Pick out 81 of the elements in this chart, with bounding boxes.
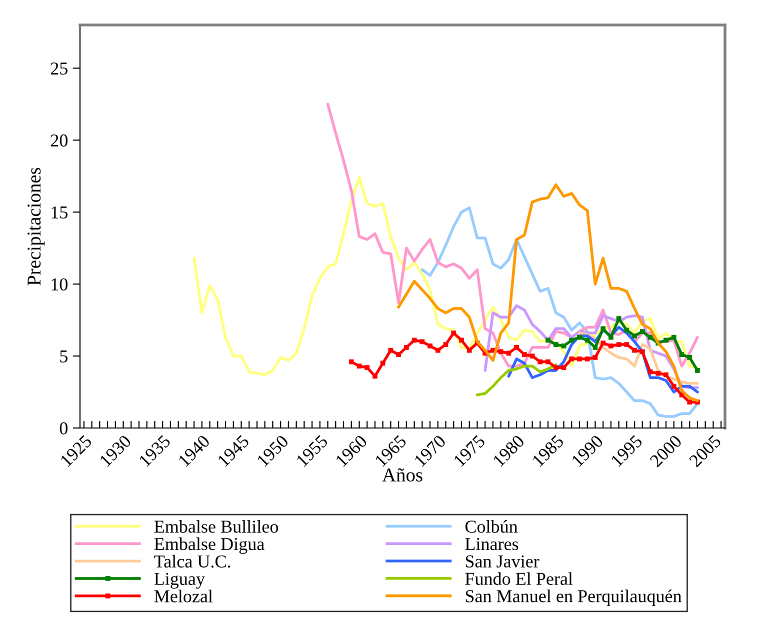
y-tick-label: 15 xyxy=(52,206,68,219)
point xyxy=(538,359,543,364)
legend-label: Liguay xyxy=(154,572,205,589)
point xyxy=(664,338,668,343)
point xyxy=(388,348,394,353)
point xyxy=(584,338,590,343)
point xyxy=(420,339,425,344)
point xyxy=(624,328,630,333)
point xyxy=(592,355,598,360)
point xyxy=(546,359,550,364)
y-tick-label: 5 xyxy=(60,350,68,362)
point xyxy=(679,352,684,358)
point xyxy=(561,365,566,370)
point xyxy=(608,344,614,348)
line-series xyxy=(420,206,699,418)
point xyxy=(435,348,440,353)
point xyxy=(459,338,464,343)
point xyxy=(577,334,582,340)
y-tick-label: 10 xyxy=(52,278,68,291)
point xyxy=(632,333,637,338)
point xyxy=(506,350,512,356)
point xyxy=(553,342,558,347)
legend-label: Embalse Digua xyxy=(154,537,264,554)
point xyxy=(632,348,637,353)
line-series xyxy=(326,102,699,368)
point xyxy=(600,340,606,346)
y-tick-label: 20 xyxy=(50,134,68,147)
x-axis-title: Años xyxy=(382,468,422,482)
point xyxy=(569,356,574,362)
point xyxy=(648,369,653,374)
point xyxy=(577,356,582,362)
line-series xyxy=(192,176,699,376)
point xyxy=(364,365,370,370)
point xyxy=(624,342,630,347)
point xyxy=(561,344,566,348)
point xyxy=(671,384,676,389)
point xyxy=(616,342,622,347)
point xyxy=(530,354,535,358)
point xyxy=(466,348,472,353)
point xyxy=(640,329,645,334)
legend-label: San Javier xyxy=(466,555,540,568)
point xyxy=(404,344,409,350)
y-tick-label: 0 xyxy=(60,422,68,434)
point xyxy=(679,392,684,398)
point xyxy=(648,334,653,340)
point xyxy=(569,338,574,343)
legend-label: San Manuel en Perquilauquén xyxy=(466,590,682,606)
legend-label: Melozal xyxy=(154,590,213,602)
point xyxy=(443,342,448,347)
y-tick-label: 25 xyxy=(50,62,68,75)
legend-label: Linares xyxy=(465,538,518,550)
point xyxy=(616,316,622,322)
point xyxy=(656,370,661,376)
point xyxy=(498,349,504,354)
point xyxy=(514,344,519,350)
legend-label: Fundo El Peral xyxy=(465,572,573,585)
point xyxy=(380,360,386,366)
point xyxy=(592,344,598,350)
point xyxy=(664,372,668,378)
point xyxy=(356,364,362,369)
point xyxy=(671,334,676,340)
point xyxy=(695,368,700,373)
legend-label: Colbún xyxy=(465,520,518,533)
point xyxy=(428,344,432,348)
point xyxy=(522,352,527,358)
point xyxy=(546,338,550,343)
line-series xyxy=(476,363,558,396)
point xyxy=(640,349,645,354)
point xyxy=(600,326,606,332)
point xyxy=(372,374,378,379)
point xyxy=(553,365,558,370)
point xyxy=(687,355,692,360)
point xyxy=(396,352,401,358)
legend-label: Talca U.C. xyxy=(154,554,230,568)
point xyxy=(348,359,354,364)
point xyxy=(412,338,417,343)
point xyxy=(608,334,614,340)
legend-label: Embalse Bullileo xyxy=(154,520,278,533)
point xyxy=(687,400,692,405)
y-axis-title: Precipitaciones xyxy=(28,168,45,286)
point xyxy=(584,356,590,362)
